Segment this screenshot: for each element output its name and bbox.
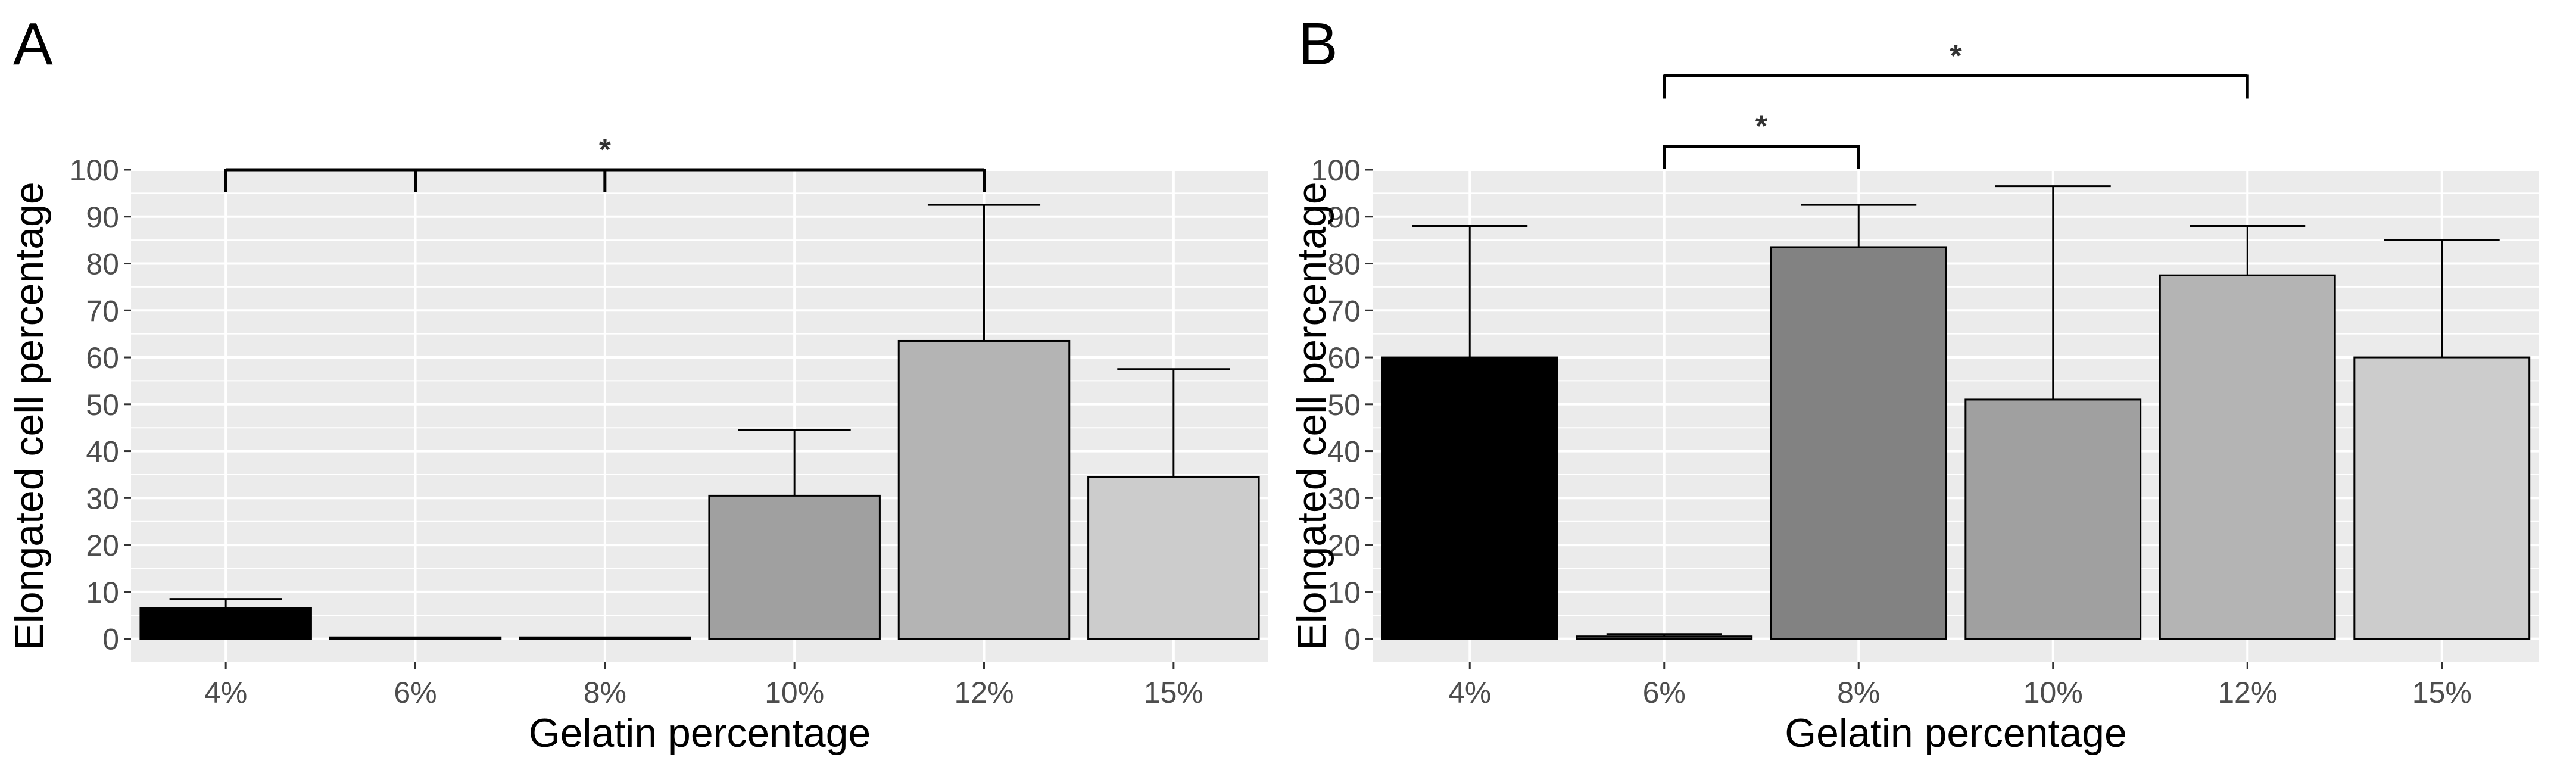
y-tick-label: 90 — [86, 201, 119, 234]
y-tick-label: 80 — [86, 248, 119, 281]
x-axis-title: Gelatin percentage — [529, 710, 871, 756]
y-tick-label: 30 — [86, 482, 119, 515]
x-tick-label: 6% — [1643, 676, 1686, 709]
y-tick-label: 10 — [86, 576, 119, 609]
y-tick-label: 80 — [1327, 248, 1361, 281]
bar — [139, 607, 312, 640]
x-tick-label: 10% — [2023, 676, 2083, 709]
panel-b: B 0 10 20 30 40 50 60 70 80 90 100 4% 6% 8% 10% 12% 15% Ge… — [1289, 11, 2539, 756]
bar — [708, 494, 881, 640]
x-tick-label: 8% — [1837, 676, 1880, 709]
y-tick-label: 20 — [86, 529, 119, 562]
x-tick-label: 15% — [2412, 676, 2472, 709]
x-axis-title: Gelatin percentage — [1785, 710, 2127, 756]
significance-star: * — [599, 133, 612, 167]
y-axis-title: Elongated cell percentage — [1289, 182, 1334, 650]
significance-star: * — [1950, 39, 1962, 73]
x-tick-label: 12% — [2218, 676, 2277, 709]
bar — [1381, 356, 1558, 640]
y-axis-title: Elongated cell percentage — [7, 182, 52, 650]
x-tick-label: 10% — [765, 676, 824, 709]
y-tick-label: 60 — [1327, 341, 1361, 375]
x-tick-label: 12% — [954, 676, 1013, 709]
bar — [519, 636, 691, 640]
y-tick-label: 50 — [1327, 388, 1361, 422]
bar — [2159, 274, 2336, 640]
bar — [2353, 356, 2531, 640]
x-tick-label: 15% — [1144, 676, 1203, 709]
plot-background — [1373, 170, 2539, 662]
x-tick-label: 4% — [204, 676, 247, 709]
y-tick-label: 100 — [1311, 154, 1361, 187]
bar — [1087, 476, 1260, 640]
y-tick-label: 100 — [70, 154, 119, 187]
y-tick-label: 40 — [1327, 435, 1361, 469]
x-tick-label: 6% — [394, 676, 436, 709]
y-tick-label: 0 — [102, 623, 119, 656]
panel-letter: B — [1298, 11, 1338, 77]
y-tick-label: 0 — [1344, 623, 1361, 656]
x-tick-label: 8% — [584, 676, 626, 709]
x-tick-label: 4% — [1448, 676, 1491, 709]
panel-letter: A — [13, 11, 53, 77]
bar — [1770, 246, 1947, 640]
y-tick-label: 20 — [1327, 529, 1361, 562]
bar — [897, 339, 1071, 640]
bar — [329, 636, 502, 640]
y-tick-label: 90 — [1327, 201, 1361, 234]
y-tick-label: 70 — [86, 294, 119, 328]
y-tick-label: 70 — [1327, 294, 1361, 328]
bar — [1576, 635, 1753, 640]
y-tick-label: 60 — [86, 341, 119, 375]
y-tick-label: 40 — [86, 435, 119, 469]
y-tick-label: 10 — [1327, 576, 1361, 609]
panel-a: A 0 10 20 30 40 50 60 70 80 90 100 4% 6% 8% 10% 12% 15% Ge… — [7, 11, 1268, 756]
significance-star: * — [1755, 110, 1768, 144]
bar — [1964, 398, 2142, 640]
y-tick-label: 30 — [1327, 482, 1361, 515]
plot-background — [131, 170, 1268, 662]
y-tick-label: 50 — [86, 388, 119, 422]
